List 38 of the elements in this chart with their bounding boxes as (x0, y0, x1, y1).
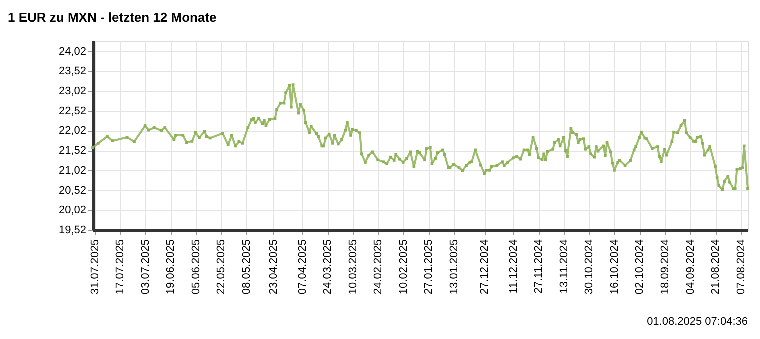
x-tick-label: 17.07.2025 (114, 240, 127, 295)
x-tick-label: 10.02.2025 (398, 240, 410, 295)
x-tick-label: 03.07.2025 (140, 240, 152, 295)
chart-title: 1 EUR zu MXN - letzten 12 Monate (8, 10, 217, 25)
x-tick-label: 19.06.2025 (165, 240, 178, 295)
x-tick-label: 23.04.2025 (268, 240, 280, 295)
y-tick-label: 20,52 (58, 184, 86, 197)
x-tick-label: 27.01.2025 (423, 240, 436, 295)
x-tick-label: 07.08.2024 (735, 240, 748, 295)
x-tick-label: 10.03.2025 (347, 240, 360, 295)
y-tick-label: 23,02 (58, 86, 86, 98)
x-tick-label: 13.11.2024 (558, 240, 570, 294)
y-tick-label: 22,52 (58, 105, 86, 118)
x-tick-label: 05.06.2025 (190, 240, 202, 295)
x-tick-label: 30.10.2024 (584, 240, 596, 295)
y-tick-label: 23,52 (58, 66, 86, 78)
y-tick-label: 20,02 (58, 204, 86, 217)
x-tick-label: 24.03.2025 (322, 240, 334, 295)
x-tick-label: 27.11.2024 (533, 240, 546, 294)
x-tick-label: 16.10.2024 (608, 240, 621, 295)
x-tick-label: 27.12.2024 (479, 240, 492, 295)
y-tick-label: 21,52 (58, 145, 86, 158)
x-tick-label: 24.02.2025 (372, 240, 385, 295)
x-tick-label: 08.05.2025 (240, 240, 253, 295)
x-tick-label: 02.10.2024 (634, 240, 646, 295)
x-tick-label: 18.09.2024 (659, 240, 672, 295)
y-tick-label: 24,02 (58, 46, 86, 58)
x-tick-label: 31.07.2025 (89, 240, 102, 295)
x-tick-label: 21.08.2024 (710, 240, 722, 295)
text: 01.08.2025 07:04:36 (647, 316, 748, 328)
x-tick-label: 22.05.2025 (216, 240, 228, 295)
x-tick-label: 13.01.2025 (448, 240, 460, 295)
y-tick-label: 22,02 (58, 125, 86, 138)
x-tick-label: 04.09.2024 (684, 240, 697, 295)
y-tick-label: 19,52 (58, 224, 86, 236)
x-tick-label: 11.12.2024 (508, 240, 520, 294)
y-tick-label: 21,02 (58, 164, 86, 177)
x-tick-label: 07.04.2025 (296, 240, 309, 295)
